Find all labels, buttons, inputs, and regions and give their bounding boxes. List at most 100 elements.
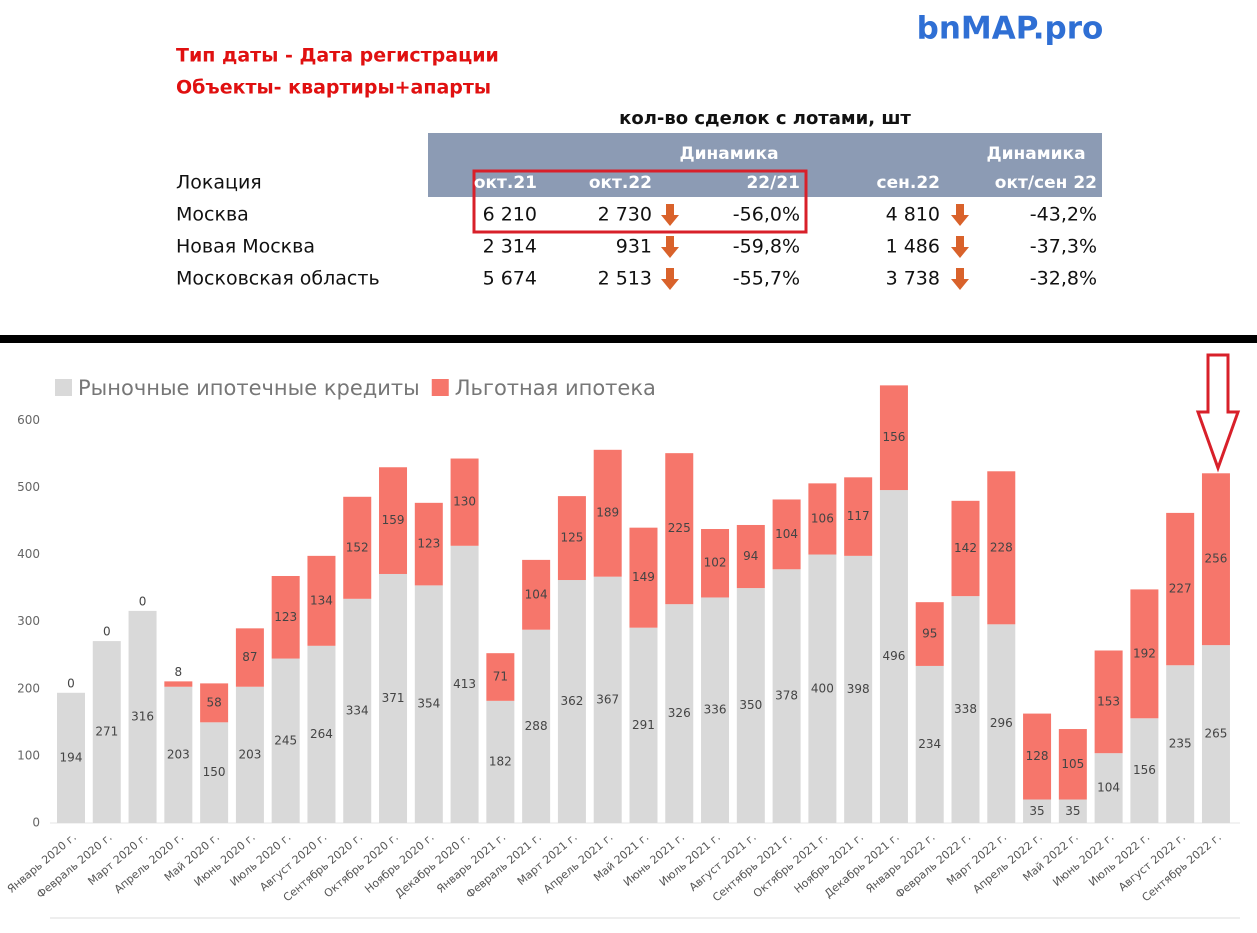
value-label: 338 (954, 702, 977, 716)
value-label: 227 (1169, 582, 1192, 596)
bar-segment (701, 529, 730, 598)
value-label: 153 (1097, 694, 1120, 708)
bar-segment (379, 467, 408, 574)
value-label: 71 (493, 670, 508, 684)
bar-segment (987, 471, 1016, 625)
value-label: 149 (632, 570, 655, 584)
value-label: 125 (560, 531, 583, 545)
bar-segment (915, 665, 944, 823)
bar-segment (736, 524, 765, 589)
table-cell: Новая Москва (176, 236, 315, 258)
bar-segment (522, 629, 551, 823)
table-cell: 3 738 (886, 268, 940, 290)
value-label: 104 (775, 527, 798, 541)
value-label: 367 (596, 692, 619, 706)
value-label: 234 (918, 737, 941, 751)
y-tick-label: 600 (17, 413, 40, 427)
column-header: сен.22 (877, 173, 940, 193)
value-label: 194 (60, 750, 83, 764)
bar-segment (1166, 665, 1195, 823)
legend-swatch (55, 379, 72, 396)
value-label: 0 (103, 625, 111, 639)
bar-segment (379, 573, 408, 823)
value-label: 189 (596, 506, 619, 520)
bar-segment (235, 686, 264, 823)
bar-segment (557, 580, 586, 823)
value-label: 336 (704, 703, 727, 717)
bar-segment (701, 597, 730, 823)
table-cell: 4 810 (886, 204, 940, 226)
bar-segment (1058, 799, 1087, 823)
bar-segment (307, 645, 336, 823)
table-cell: 2 513 (598, 268, 652, 290)
value-label: 150 (203, 765, 226, 779)
value-label: 8 (175, 665, 183, 679)
value-label: 288 (525, 719, 548, 733)
bar-segment (271, 575, 300, 659)
legend-label: Рыночные ипотечные кредиты (78, 376, 420, 400)
bar-segment (307, 555, 336, 646)
table-cell: -59,8% (733, 236, 800, 258)
bar-segment (200, 722, 229, 823)
bar-segment (844, 477, 873, 556)
value-label: 235 (1169, 737, 1192, 751)
value-label: 245 (274, 733, 297, 747)
header-band (428, 133, 1102, 197)
value-label: 264 (310, 727, 333, 741)
column-header: 22/21 (746, 173, 800, 193)
table-cell: 6 210 (483, 204, 537, 226)
bar-segment (593, 449, 622, 577)
bar-segment (1130, 718, 1159, 823)
bar-segment (1058, 729, 1087, 800)
bar-segment (128, 610, 157, 823)
bar-segment (736, 588, 765, 823)
value-label: 354 (417, 697, 440, 711)
bar-segment (629, 527, 658, 628)
bar-segment (164, 686, 193, 823)
bar-segment (486, 653, 515, 701)
value-label: 117 (847, 509, 870, 523)
value-label: 130 (453, 495, 476, 509)
value-label: 128 (1026, 749, 1049, 763)
group-header: Динамика (986, 144, 1085, 164)
bar-segment (844, 555, 873, 823)
bar-segment (1201, 645, 1230, 823)
value-label: 87 (242, 650, 257, 664)
value-label: 58 (206, 695, 221, 709)
value-label: 123 (274, 610, 297, 624)
down-arrow (951, 204, 969, 226)
value-label: 35 (1065, 804, 1080, 818)
value-label: 123 (417, 537, 440, 551)
bar-segment (92, 641, 121, 823)
brand: bnMAP.pro (917, 11, 1104, 47)
bar-segment (951, 596, 980, 823)
value-label: 203 (238, 747, 261, 761)
bar-segment (879, 490, 908, 823)
value-label: 296 (990, 716, 1013, 730)
value-label: 182 (489, 754, 512, 768)
table-cell: -32,8% (1030, 268, 1097, 290)
value-label: 334 (346, 703, 369, 717)
table-cell: -56,0% (733, 204, 800, 226)
bar-segment (450, 545, 479, 823)
value-label: 413 (453, 677, 476, 691)
bar-segment (629, 627, 658, 823)
down-arrow (661, 204, 679, 226)
value-label: 265 (1205, 727, 1228, 741)
column-header: окт.22 (589, 173, 652, 193)
value-label: 102 (704, 556, 727, 570)
value-label: 95 (922, 627, 937, 641)
column-header: окт/сен 22 (995, 173, 1097, 193)
value-label: 378 (775, 689, 798, 703)
value-label: 271 (95, 725, 118, 739)
value-label: 225 (668, 521, 691, 535)
bar-segment (200, 683, 229, 723)
value-label: 350 (739, 698, 762, 712)
table-cell: 2 314 (483, 236, 537, 258)
bar-segment (343, 496, 372, 599)
down-arrow (951, 236, 969, 258)
value-label: 94 (743, 549, 758, 563)
bar-segment (987, 624, 1016, 823)
table-cell: 1 486 (886, 236, 940, 258)
